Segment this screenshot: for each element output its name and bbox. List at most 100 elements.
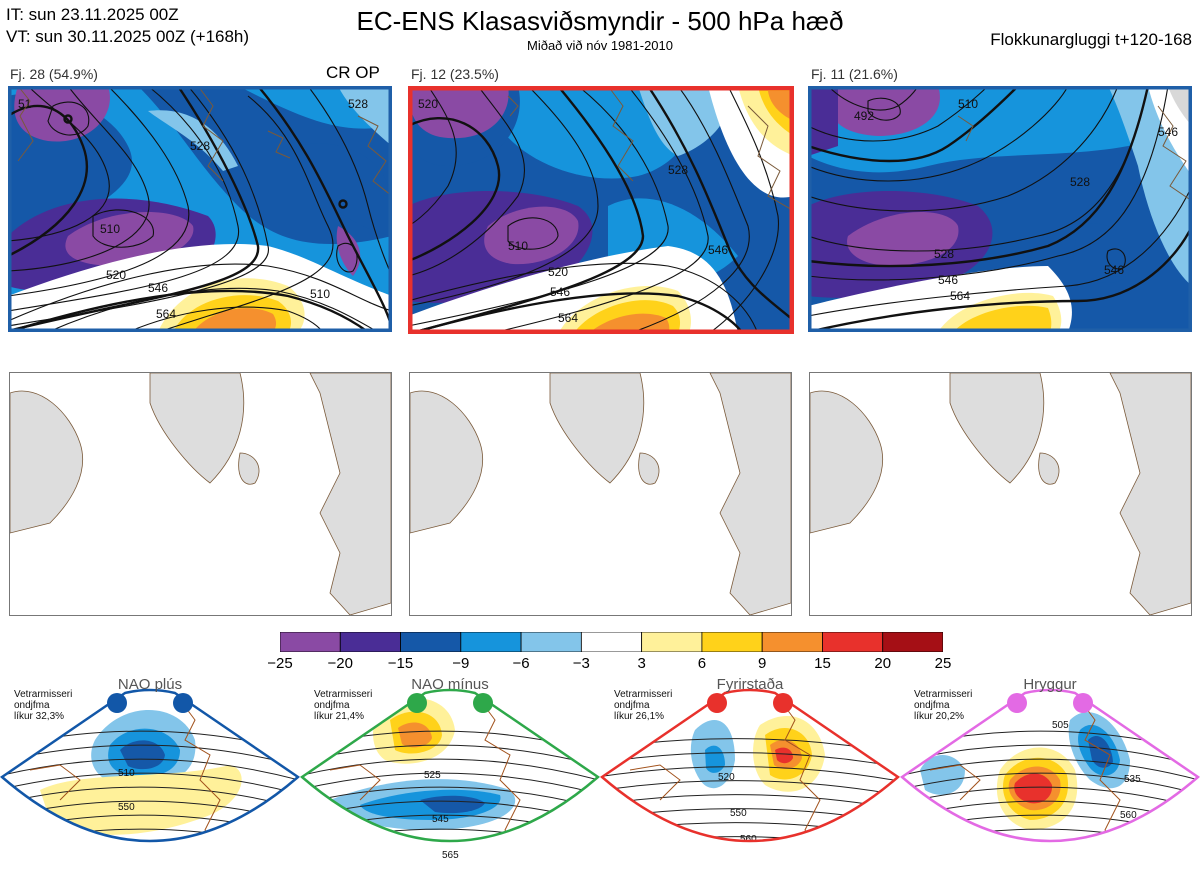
regime-dot [1073, 693, 1093, 713]
anomaly-area [953, 305, 1052, 332]
land-greenland [10, 390, 84, 534]
regime-info-line: líkur 20,2% [914, 711, 965, 722]
regime-anomaly [1010, 848, 1048, 859]
regime-info-line: ondjfma [914, 700, 950, 711]
regime-contour-label: 550 [730, 808, 747, 819]
colorbar [279, 631, 944, 653]
colorbar-segment [822, 631, 884, 653]
empty-map-3 [809, 372, 1192, 616]
colorbar-segment [580, 631, 643, 653]
regime-contour-label: 505 [1052, 720, 1069, 731]
regime-anomaly [1088, 735, 1113, 768]
contour-label: 528 [190, 139, 210, 153]
colorbar-segment [701, 631, 763, 653]
land-europe [1109, 373, 1191, 615]
contour-label: 51 [18, 97, 32, 111]
colorbar-segment [400, 631, 462, 653]
colorbar-tick-label: −6 [512, 655, 530, 672]
contour-label: 546 [148, 281, 168, 295]
regime-contour-label: 550 [118, 802, 135, 813]
regime-contour-label: 520 [718, 772, 735, 783]
regime-contour-label: 510 [118, 768, 135, 779]
cluster-border [808, 86, 1192, 332]
contour-label: 528 [348, 97, 368, 111]
regime-map: 520 550 560 [600, 688, 900, 845]
contour-label: 546 [938, 273, 958, 287]
regime-info: Vetrarmisseri ondjfma líkur 20,2% [914, 689, 972, 722]
colorbar-tick-label: 9 [758, 655, 767, 672]
cluster-border [8, 86, 392, 332]
colorbar-segment [882, 631, 944, 653]
land-greenland [410, 390, 484, 534]
cluster-map-2[interactable]: 510 520 528 546 564 546 520 [408, 86, 794, 334]
anomaly-area [298, 143, 392, 236]
colorbar-segment [279, 631, 341, 653]
anomaly-area [768, 91, 794, 121]
regime-name: NAO plús [117, 676, 183, 693]
colorbar-ticks: −25 −20 −15 −9 −6 −3 3 6 9 15 20 25 [267, 655, 951, 675]
land-iceland [238, 452, 260, 485]
regime-info-line: ondjfma [314, 700, 350, 711]
cluster-1-op-label: CR OP [326, 63, 380, 82]
regime-info-line: líkur 26,1% [614, 711, 665, 722]
regime-info-line: Vetrarmisseri [14, 689, 73, 700]
colorbar-segment [761, 631, 823, 653]
regime-info-line: ondjfma [14, 700, 50, 711]
contour-label: 510 [958, 97, 978, 111]
cluster-map-3[interactable]: 492 510 528 546 564 528 546 546 [808, 86, 1192, 332]
regime-dot [707, 693, 727, 713]
regime-info-line: líkur 21,4% [314, 711, 365, 722]
anomaly-area [488, 86, 695, 179]
regime-contour-label: 560 [1120, 810, 1137, 821]
colorbar-tick-label: 6 [697, 655, 707, 672]
header-info: IT: sun 23.11.2025 00Z VT: sun 30.11.202… [6, 4, 249, 48]
regime-anomaly [1014, 773, 1053, 804]
contour-label: 546 [708, 243, 728, 257]
regime-info-line: líkur 32,3% [14, 711, 65, 722]
empty-map-1 [9, 372, 392, 616]
land-arctic [549, 373, 645, 484]
cluster-1-label: Fj. 28 (54.9%) [10, 66, 98, 82]
contour-label: 528 [934, 247, 954, 261]
regime-map: 510 550 [0, 688, 300, 843]
contour-label: 546 [1158, 125, 1178, 139]
anomaly-area [1168, 86, 1192, 126]
colorbar-tick-label: 15 [814, 655, 831, 672]
cluster-map-1[interactable]: 510 520 528 546 564 528 510 51 [8, 86, 392, 332]
contour-label: 528 [668, 163, 688, 177]
colorbar-tick-label: −25 [267, 655, 293, 672]
regime-dot [1007, 693, 1027, 713]
colorbar-segment [641, 631, 703, 653]
colorbar-segment [339, 631, 401, 653]
contour-label: 564 [558, 311, 578, 325]
regime-dot [173, 693, 193, 713]
regime-name: Hryggur [1023, 676, 1077, 693]
valid-time: VT: sun 30.11.2025 00Z (+168h) [6, 27, 250, 46]
page-subtitle: Miðað við nóv 1981-2010 [527, 38, 673, 53]
contour-label: 510 [310, 287, 330, 301]
empty-map-2 [409, 372, 792, 616]
cluster-2-label: Fj. 12 (23.5%) [411, 66, 499, 82]
regime-info-line: ondjfma [614, 700, 650, 711]
colorbar-tick-label: −20 [327, 655, 353, 672]
land-europe [709, 373, 791, 615]
land-iceland [638, 452, 660, 485]
regime-anomaly [420, 795, 485, 814]
regime-info-line: Vetrarmisseri [914, 689, 973, 700]
contour-label: 564 [950, 289, 970, 303]
regime-anomaly [775, 747, 793, 764]
contour-label: 520 [548, 265, 568, 279]
land-iceland [1038, 452, 1060, 485]
anomaly-area [847, 212, 959, 266]
colorbar-tick-label: −3 [572, 655, 590, 672]
colorbar-tick-label: 25 [934, 655, 952, 672]
regime-dot [107, 693, 127, 713]
regime-anomaly [40, 765, 242, 835]
regime-map: 505 535 560 [900, 688, 1200, 859]
regime-dot [773, 693, 793, 713]
contour-label: 546 [1104, 263, 1124, 277]
regime-map: 525 545 565 [300, 688, 600, 861]
regime-contour-label: 545 [432, 814, 449, 825]
contour-label: 520 [106, 268, 126, 282]
contour-label: 510 [100, 222, 120, 236]
